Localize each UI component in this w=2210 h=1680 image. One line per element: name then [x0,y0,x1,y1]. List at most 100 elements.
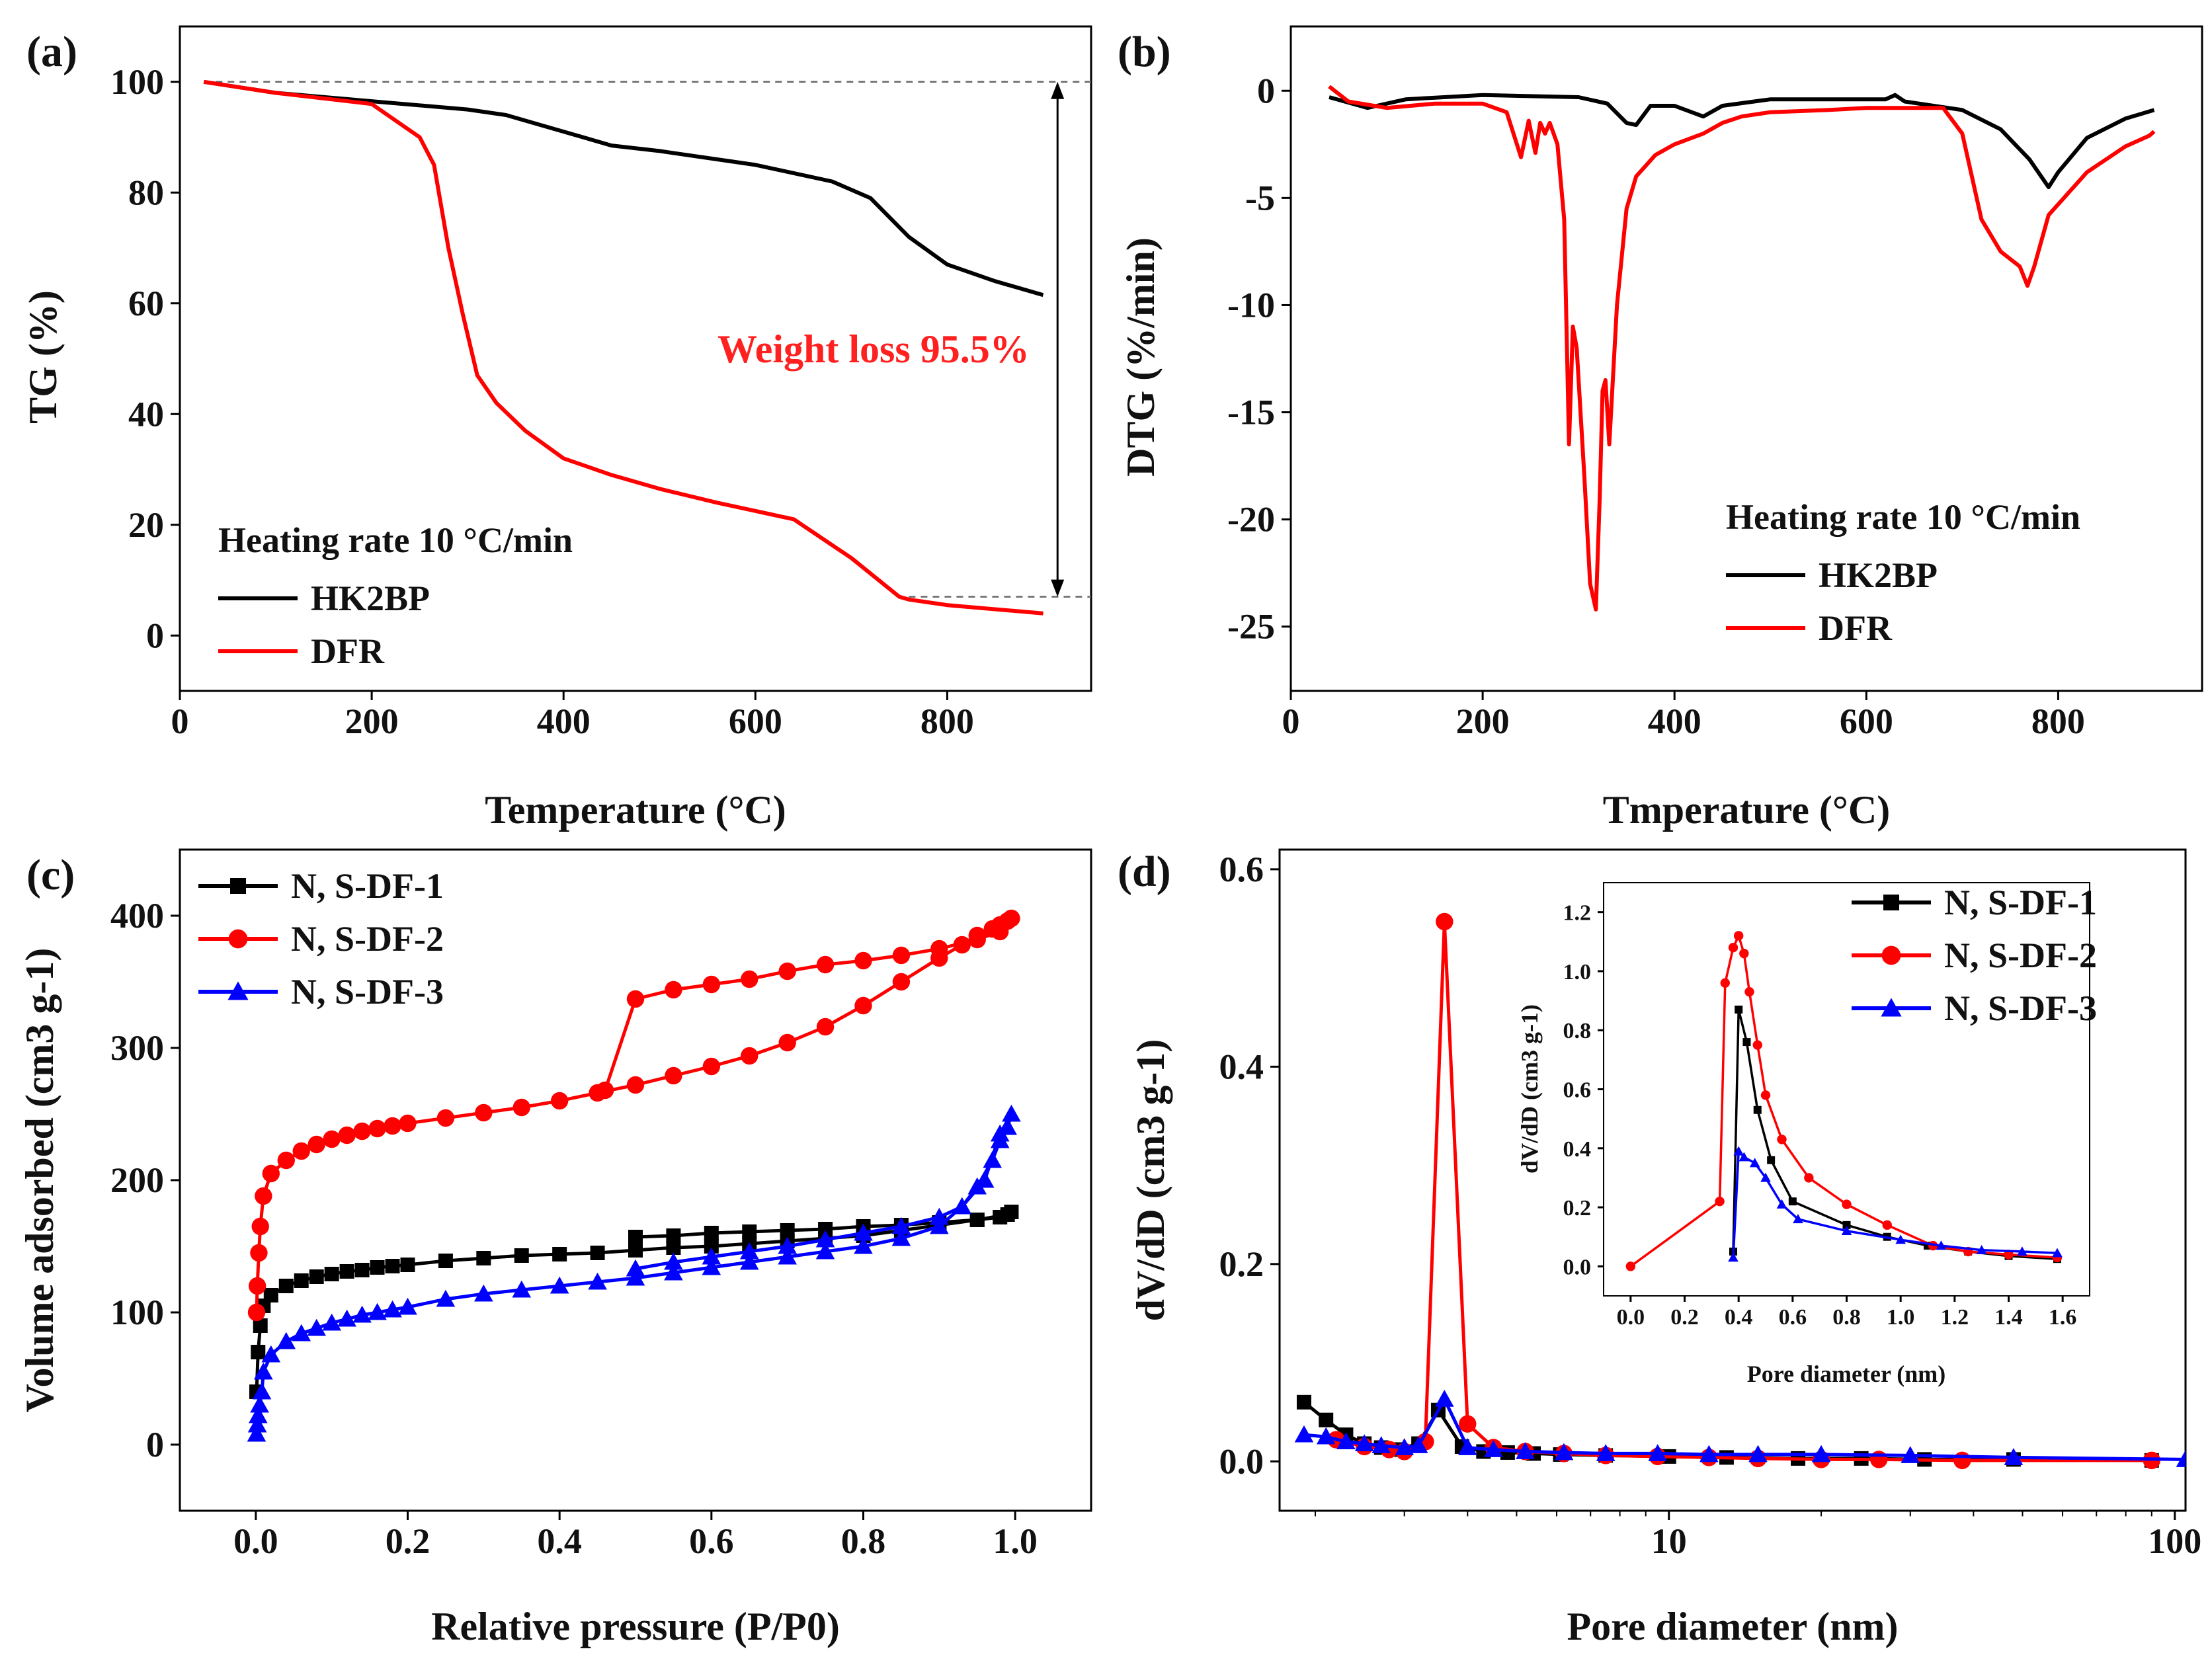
y-tick-label: 0.6 [1563,1078,1592,1103]
data-point [399,1114,417,1133]
data-point [854,951,872,970]
data-point [263,1288,278,1302]
x-tick-label: 1.0 [1887,1305,1915,1330]
y-axis-title: dV/dD (cm3 g-1) [1129,1039,1172,1322]
y-tick-label: -20 [1227,500,1275,540]
y-tick-label: 0.4 [1219,1047,1264,1086]
data-point [250,1395,269,1413]
data-point [952,1197,972,1215]
data-point [626,1259,645,1277]
data-point [248,1406,268,1423]
data-point [1319,1412,1334,1427]
inset-chart: 0.0 0.2 0.4 0.6 0.8 1.0 1.2 1.4 1.6 0.0 0.2 0.4 0.6 0… [1516,882,2090,1387]
data-point [2017,1246,2027,1256]
panel-c-isotherm: 0.0 0.2 0.4 0.6 0.8 1.0 0 100 200 300 400 N, S-DF-1… [18,848,1092,1648]
y-axis-title: TG (%) [21,290,65,424]
data-point [1648,1444,1667,1461]
data-point [368,1302,387,1320]
plot-frame [1278,848,2187,1512]
data-point [1728,943,1739,953]
data-point [385,1259,400,1273]
x-tick-label: 0.6 [689,1521,734,1561]
x-tick-label: 0.6 [1779,1305,1807,1330]
heating-rate-annotation: Heating rate 10 °C/min [1726,497,2080,537]
data-point [930,1207,949,1225]
data-point [588,1272,607,1290]
data-point [590,1246,605,1260]
data-point [261,1345,281,1363]
data-point [323,1130,341,1148]
series-line [1732,1008,2058,1260]
data-point [1749,1158,1760,1168]
series-n-s-df-3 [1294,1390,2186,1467]
x-tick-label: 0 [171,701,189,741]
data-point [1953,1451,1971,1470]
x-axis-title: Tmperature (°C) [1603,788,1890,832]
data-point [816,955,835,974]
data-point [983,1150,1003,1168]
data-point [2052,1248,2063,1258]
x-tick-label: 0.2 [1670,1305,1699,1330]
data-point [1733,931,1744,941]
data-point [1409,1436,1428,1453]
panel-label: (c) [26,851,75,899]
data-point [854,1236,873,1254]
data-point [262,1164,280,1183]
legend-label: DFR [1819,608,1893,648]
data-point [815,1242,835,1260]
legend-item: N, S-DF-1 [1852,883,2097,922]
y-tick-label: 100 [110,62,164,102]
legend-label: N, S-DF-2 [1944,936,2097,975]
data-point [1002,1104,1021,1122]
panel-a-tg: 0 200 400 600 800 0 20 40 60 80 100 Weight loss 95.… [21,25,1092,832]
data-point [778,1033,796,1052]
legend-item: HK2BP [218,579,430,618]
data-point [248,1277,266,1295]
data-point [666,1240,681,1255]
data-point [1841,1225,1852,1236]
data-point [815,1230,835,1248]
x-tick-label: 0.0 [1617,1305,1645,1330]
x-tick-label: 400 [1648,701,1701,741]
legend-marker [230,878,246,894]
plot-frame [179,25,1092,692]
data-point [968,930,986,949]
x-tick-label: 0.4 [537,1521,582,1561]
data-point [1336,1432,1356,1449]
data-point [1728,1252,1739,1262]
legend-marker [1883,895,1899,910]
data-point [1895,1234,1906,1244]
data-point [307,1135,325,1154]
data-point [436,1109,455,1127]
data-point [892,946,911,965]
series-hk2bp [203,79,1044,298]
legend-label: HK2BP [1819,555,1938,595]
legend-item: HK2BP [1726,555,1938,595]
y-tick-label: -15 [1227,393,1275,432]
data-point [476,1251,491,1265]
data-point [664,1252,683,1270]
inset-y-axis-title: dV/dD (cm3 g-1) [1516,1004,1543,1174]
data-point [626,990,645,1008]
data-point [552,1247,567,1261]
data-point [251,1217,269,1236]
legend-label: DFR [311,631,385,671]
data-point [1316,1427,1336,1445]
series-n-s-df-2 [247,909,1020,1322]
y-axis-title: Volume adsorbed (cm3 g-1) [18,948,61,1413]
legend-item: N, S-DF-1 [198,866,444,906]
data-point [1699,1445,1719,1462]
data-point [1760,1172,1771,1182]
legend-label: N, S-DF-2 [291,919,444,959]
data-point [666,1228,681,1243]
data-point [339,1264,354,1279]
data-point [742,1224,757,1239]
data-point [474,1284,493,1302]
data-point [704,1226,719,1240]
legend-label: N, S-DF-3 [291,972,444,1012]
data-point [353,1122,371,1140]
x-tick-label: 200 [345,701,399,741]
data-point [1811,1445,1831,1462]
data-point [398,1297,417,1315]
data-point [975,1170,995,1188]
